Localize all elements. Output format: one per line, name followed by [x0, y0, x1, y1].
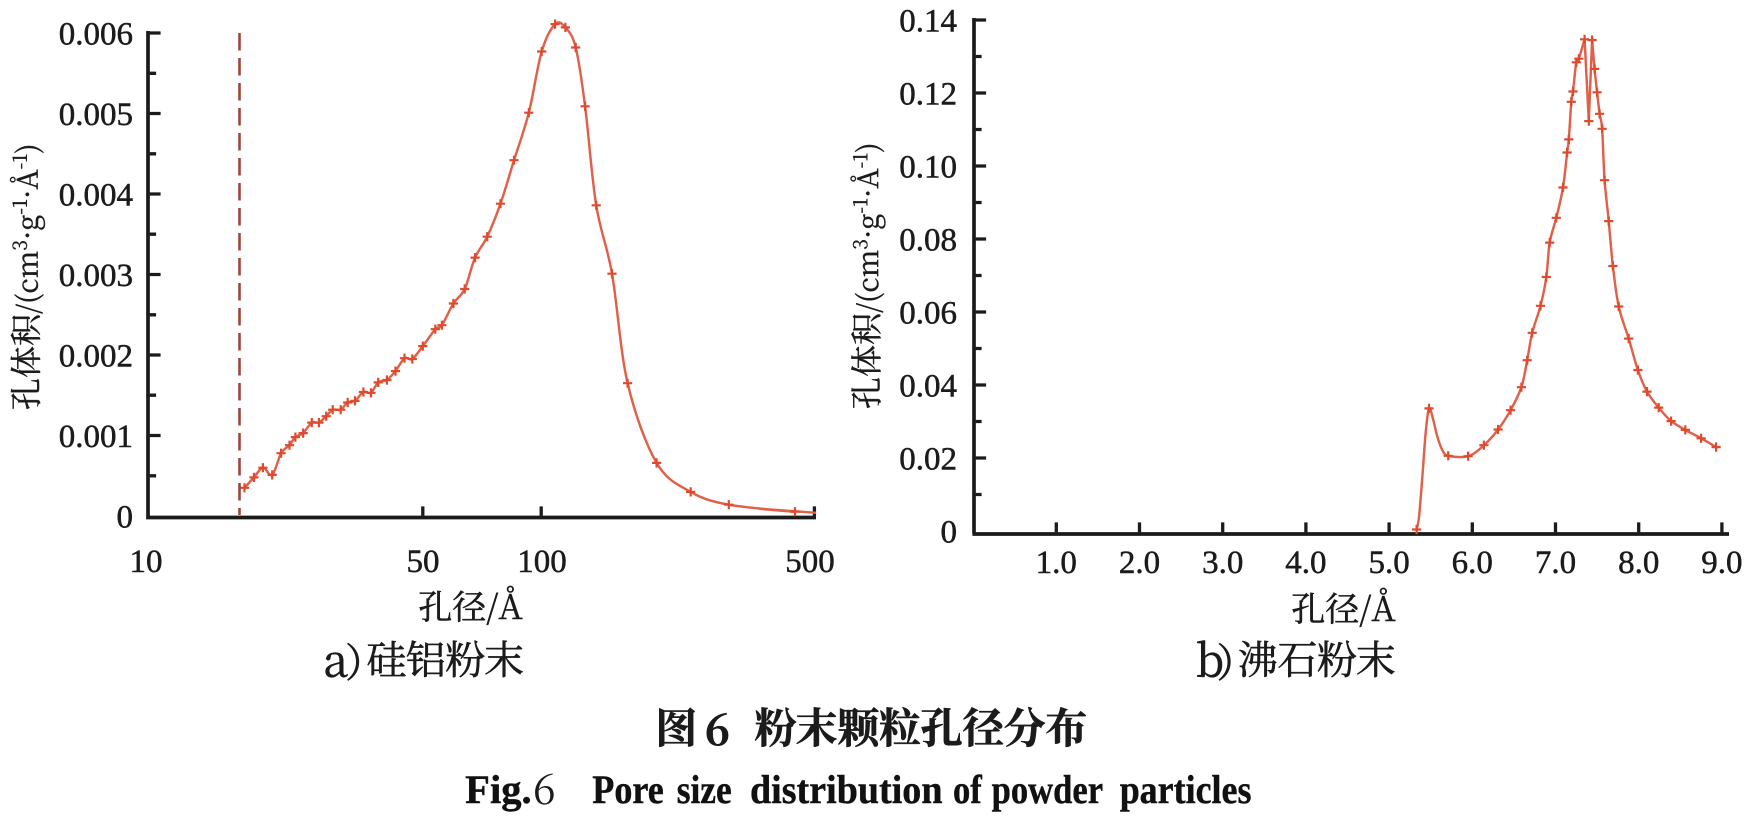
svg-text:9.0: 9.0	[1701, 545, 1742, 581]
svg-text:8.0: 8.0	[1618, 545, 1659, 581]
svg-text:particles: particles	[1120, 767, 1252, 812]
svg-text:Pore: Pore	[592, 767, 664, 812]
svg-text:0.006: 0.006	[59, 16, 133, 52]
svg-text:0.02: 0.02	[899, 441, 957, 477]
svg-text:3.0: 3.0	[1202, 545, 1243, 581]
svg-text:0.10: 0.10	[899, 149, 957, 185]
svg-text:0: 0	[941, 514, 958, 550]
svg-text:Fig.: Fig.	[465, 767, 532, 812]
svg-text:4.0: 4.0	[1285, 545, 1326, 581]
svg-text:6.0: 6.0	[1452, 545, 1493, 581]
svg-text:0.04: 0.04	[899, 368, 957, 404]
svg-text:50: 50	[407, 544, 440, 580]
svg-text:1.0: 1.0	[1036, 545, 1077, 581]
svg-text:500: 500	[785, 544, 835, 580]
svg-text:0.06: 0.06	[899, 295, 957, 331]
svg-text:0.08: 0.08	[899, 222, 957, 258]
svg-text:of: of	[953, 767, 982, 812]
svg-text:0: 0	[117, 499, 134, 535]
svg-text:5.0: 5.0	[1368, 545, 1409, 581]
svg-text:0.14: 0.14	[899, 3, 957, 39]
svg-text:7.0: 7.0	[1535, 545, 1576, 581]
svg-text:0.002: 0.002	[59, 338, 133, 374]
svg-text:powder: powder	[992, 767, 1104, 812]
svg-text:size: size	[677, 767, 732, 812]
svg-text:100: 100	[517, 544, 567, 580]
svg-text:0.004: 0.004	[59, 177, 133, 213]
svg-text:0.12: 0.12	[899, 76, 957, 112]
svg-text:distribution: distribution	[750, 767, 943, 812]
svg-text:10: 10	[130, 544, 163, 580]
svg-text:0.005: 0.005	[59, 97, 133, 133]
svg-text:0.003: 0.003	[59, 258, 133, 294]
svg-text:2.0: 2.0	[1119, 545, 1160, 581]
svg-text:0.001: 0.001	[59, 419, 133, 455]
